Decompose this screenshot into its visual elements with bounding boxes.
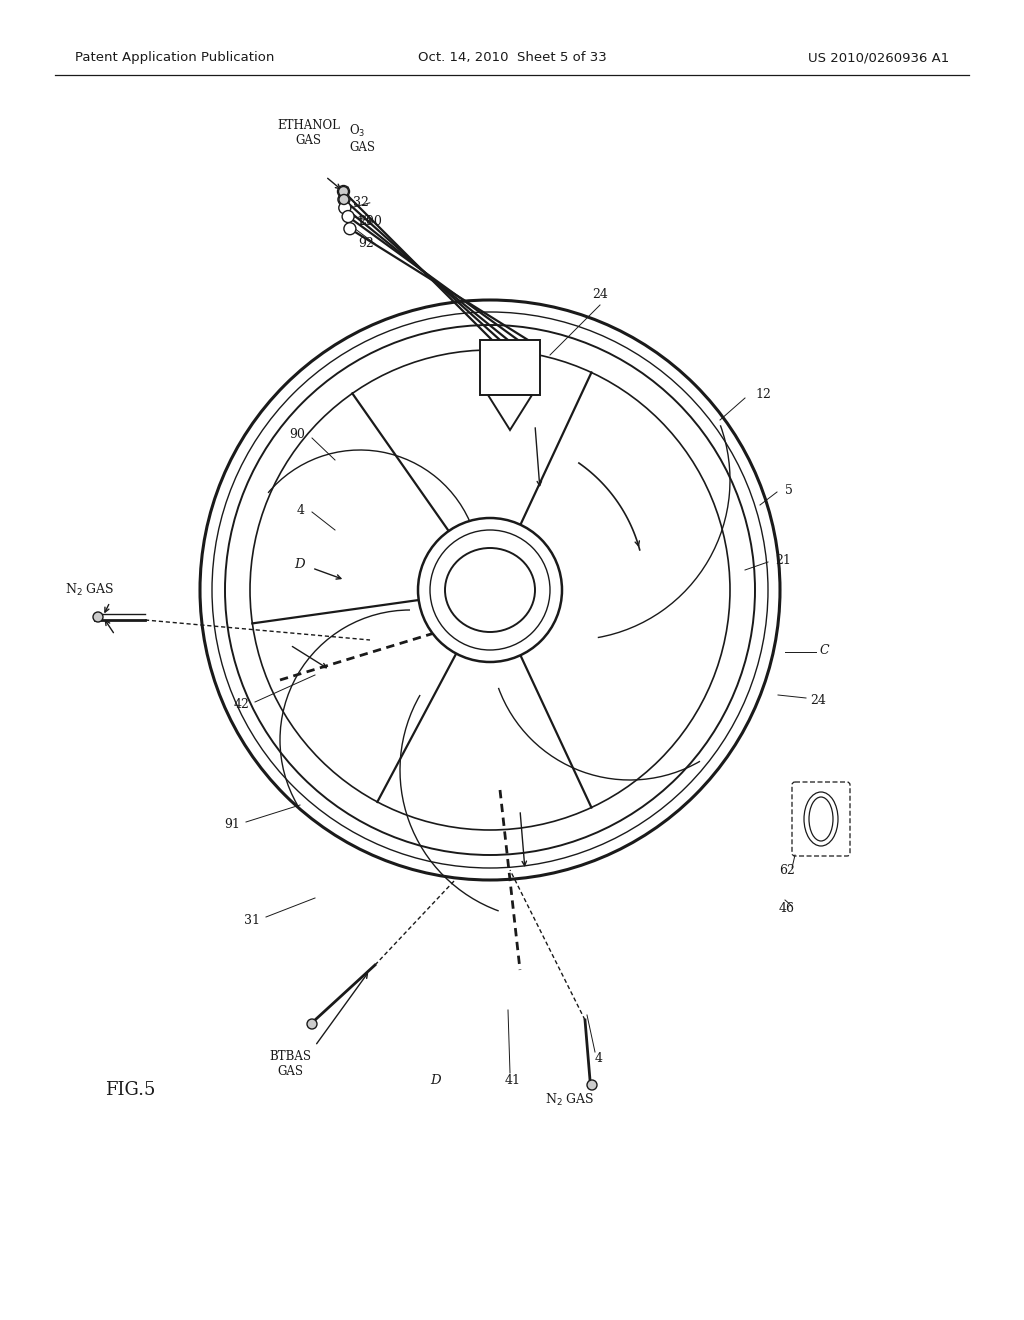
Text: 90: 90 — [289, 429, 305, 441]
Text: 46: 46 — [779, 902, 795, 915]
Circle shape — [212, 312, 768, 869]
Circle shape — [250, 350, 730, 830]
Text: FIG.5: FIG.5 — [105, 1081, 156, 1100]
Text: N$_2$ GAS: N$_2$ GAS — [545, 1092, 595, 1107]
Circle shape — [587, 1080, 597, 1090]
Circle shape — [339, 194, 349, 205]
Text: ETHANOL
GAS: ETHANOL GAS — [278, 119, 340, 147]
Text: 32: 32 — [353, 197, 369, 210]
Text: 41: 41 — [505, 1073, 521, 1086]
Polygon shape — [488, 395, 532, 430]
Text: US 2010/0260936 A1: US 2010/0260936 A1 — [808, 51, 949, 65]
Text: 15: 15 — [356, 215, 372, 228]
Circle shape — [339, 186, 348, 197]
Text: BTBAS
GAS: BTBAS GAS — [269, 1049, 311, 1078]
Ellipse shape — [804, 792, 838, 846]
Text: 4: 4 — [297, 503, 305, 516]
Text: 200: 200 — [358, 215, 382, 228]
Bar — [480, 341, 540, 395]
Text: 42: 42 — [234, 698, 250, 711]
Text: D: D — [294, 558, 305, 572]
Circle shape — [338, 194, 350, 206]
Text: 91: 91 — [224, 818, 240, 832]
Circle shape — [430, 531, 550, 649]
Ellipse shape — [445, 548, 535, 632]
Text: N$_2$ GAS: N$_2$ GAS — [65, 582, 115, 598]
Text: 62: 62 — [779, 863, 795, 876]
Text: Patent Application Publication: Patent Application Publication — [75, 51, 274, 65]
Text: 12: 12 — [755, 388, 771, 401]
Circle shape — [339, 202, 351, 214]
Text: D: D — [430, 1073, 440, 1086]
Circle shape — [307, 1019, 317, 1030]
Text: 24: 24 — [810, 693, 826, 706]
Text: Oct. 14, 2010  Sheet 5 of 33: Oct. 14, 2010 Sheet 5 of 33 — [418, 51, 606, 65]
Circle shape — [338, 186, 349, 198]
Text: 24: 24 — [592, 289, 608, 301]
Text: O$_3$
GAS: O$_3$ GAS — [349, 123, 375, 154]
Text: 21: 21 — [775, 553, 791, 566]
Text: 31: 31 — [244, 913, 260, 927]
Circle shape — [342, 211, 354, 223]
Circle shape — [200, 300, 780, 880]
Text: 4: 4 — [595, 1052, 603, 1064]
Ellipse shape — [809, 797, 833, 841]
Circle shape — [93, 612, 103, 622]
Circle shape — [344, 223, 356, 235]
Circle shape — [418, 517, 562, 663]
Text: C: C — [820, 644, 829, 656]
Text: 92: 92 — [358, 238, 374, 251]
Text: 5: 5 — [785, 483, 793, 496]
Circle shape — [225, 325, 755, 855]
